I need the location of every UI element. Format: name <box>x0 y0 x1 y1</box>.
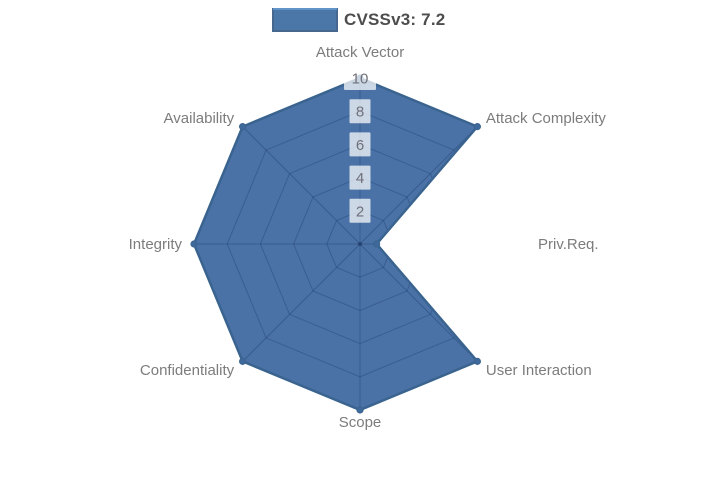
legend[interactable]: CVSSv3: 7.2 <box>272 8 445 32</box>
legend-swatch-topline <box>273 8 337 10</box>
grid-spoke-availability <box>242 126 361 245</box>
legend-label: CVSSv3: 7.2 <box>344 10 446 29</box>
radial-tick-label-2: 2 <box>356 203 364 220</box>
vertex-marker-confidentiality <box>239 357 247 365</box>
vertex-marker-availability <box>239 123 247 131</box>
grid-spoke-confidentiality <box>242 243 361 362</box>
radial-tick-bg-6 <box>349 132 371 157</box>
radial-tick-bg-8 <box>349 99 371 124</box>
vertex-marker-attack-complexity <box>473 123 481 131</box>
grid-spoke-attack-complexity <box>359 126 478 245</box>
radial-tick-bg-2 <box>349 198 371 223</box>
grid-center-dot <box>357 241 363 247</box>
vertex-marker-user-interaction <box>473 357 481 365</box>
radial-tick-label-6: 6 <box>356 137 364 154</box>
radial-tick-label-4: 4 <box>356 170 364 187</box>
radial-tick-label-10: 10 <box>352 71 369 88</box>
radial-tick-bg-10 <box>344 66 376 90</box>
vertex-marker-priv-req <box>373 240 381 248</box>
axis-label-priv-req: Priv.Req. <box>538 236 599 253</box>
radar-data-fill <box>194 78 478 410</box>
axis-label-integrity: Integrity <box>129 236 183 253</box>
grid-spoke-user-interaction <box>359 243 478 362</box>
axis-label-confidentiality: Confidentiality <box>140 362 235 379</box>
radial-tick-label-8: 8 <box>356 104 364 121</box>
axis-label-user-interaction: User Interaction <box>486 362 592 379</box>
vertex-marker-scope <box>356 406 364 414</box>
vertex-marker-integrity <box>190 240 198 248</box>
legend-swatch-icon <box>272 8 338 32</box>
radial-tick-bg-4 <box>349 165 371 190</box>
axis-label-attack-complexity: Attack Complexity <box>486 110 607 127</box>
axis-label-availability: Availability <box>164 110 235 127</box>
axis-label-attack-vector: Attack Vector <box>316 44 404 61</box>
grid-ring-2 <box>326 210 394 278</box>
axis-label-scope: Scope <box>339 414 382 431</box>
